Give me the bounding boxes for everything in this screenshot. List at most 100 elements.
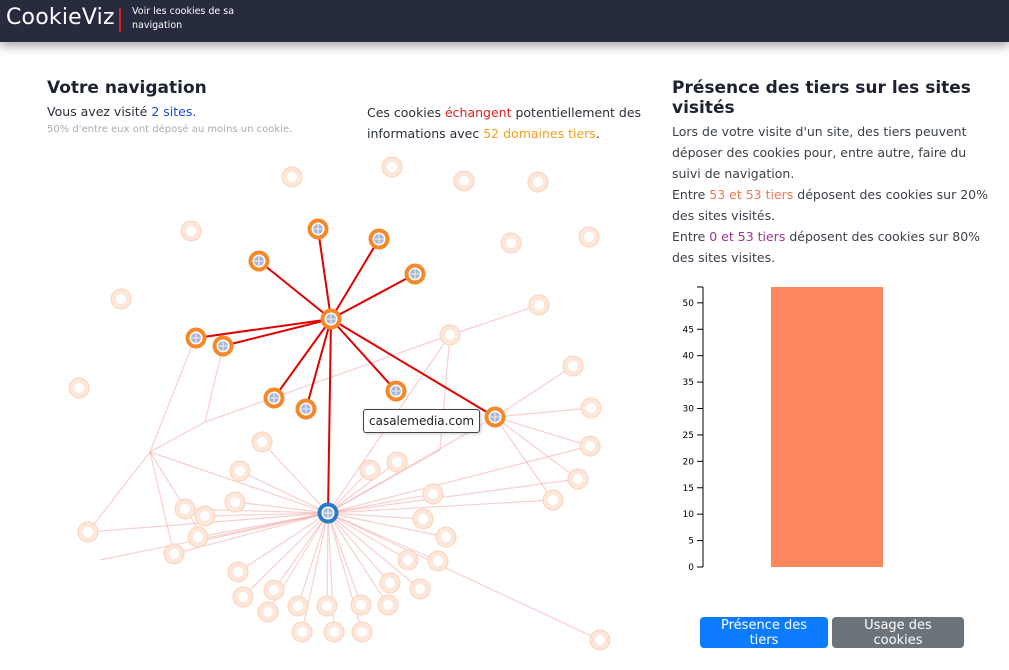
visited-sites-link[interactable]: 2 sites. [151,104,197,119]
faint-node[interactable] [194,505,216,527]
faint-node[interactable] [453,170,475,192]
faint-node[interactable] [562,355,584,377]
third-party-node[interactable] [263,387,285,409]
third-party-domains-link[interactable]: 52 domaines tiers [483,126,596,141]
faint-node[interactable] [287,595,309,617]
faint-node[interactable] [227,561,249,583]
faint-link [449,304,540,336]
faint-node[interactable] [263,579,285,601]
presence-bar[interactable] [771,287,883,567]
faint-link [237,512,329,573]
faint-node[interactable] [257,601,279,623]
faint-node[interactable] [77,521,99,543]
faint-node[interactable] [316,595,338,617]
faint-node[interactable] [110,288,132,310]
faint-node[interactable] [251,431,273,453]
faint-link [327,478,579,514]
faint-link [99,512,329,561]
active-link [195,318,332,339]
third-party-summary: Ces cookies échangent potentiellement de… [367,105,642,141]
faint-link [327,512,389,606]
faint-node[interactable] [500,232,522,254]
faint-node[interactable] [427,550,449,572]
brand-logo[interactable]: CookieViz [6,5,115,30]
faint-node[interactable] [379,572,401,594]
faint-link [327,449,441,514]
active-link [330,318,397,392]
third-party-node[interactable] [368,228,390,250]
third-party-node[interactable] [185,327,207,349]
third-party-node[interactable] [320,308,342,330]
third-party-presence-panel: Présence des tiers sur les sites visités… [672,78,992,268]
faint-node[interactable] [350,594,372,616]
faint-link [327,499,554,514]
faint-node[interactable] [567,468,589,490]
faint-node[interactable] [174,498,196,520]
faint-node[interactable] [377,594,399,616]
faint-node[interactable] [412,508,434,530]
casalemedia-node[interactable] [484,406,506,428]
faint-node[interactable] [323,621,345,643]
faint-node[interactable] [180,220,202,242]
third-party-node[interactable] [385,380,407,402]
faint-link [149,337,196,453]
faint-node[interactable] [232,586,254,608]
faint-link [327,512,601,641]
faint-node[interactable] [229,460,251,482]
faint-node[interactable] [291,621,313,643]
node-tooltip: casalemedia.com [363,409,481,433]
faint-node[interactable] [579,435,601,457]
faint-node[interactable] [528,294,550,316]
third-party-node[interactable] [212,335,234,357]
navigation-title: Votre navigation [47,78,207,98]
faint-link [239,470,329,514]
faint-node[interactable] [68,377,90,399]
third-party-node[interactable] [295,398,317,420]
faint-link [327,445,591,514]
y-tick-label: 5 [688,537,694,547]
cookie-network-graph[interactable] [0,150,650,670]
y-tick-label: 40 [683,352,695,362]
faint-node[interactable] [397,549,419,571]
faint-node[interactable] [386,451,408,473]
active-link [258,260,332,320]
faint-node[interactable] [589,629,611,651]
usage-cookies-button[interactable]: Usage des cookies [832,617,964,648]
faint-node[interactable] [439,324,461,346]
active-link [330,318,496,418]
y-tick-label: 30 [683,405,695,415]
presence-bar-chart: 0 5 10 15 20 25 30 35 40 45 50 [683,286,883,573]
faint-node[interactable] [163,543,185,565]
exchange-link[interactable]: échangent [444,105,512,120]
faint-node[interactable] [351,621,373,643]
faint-link [204,334,451,423]
faint-node[interactable] [422,483,444,505]
faint-node[interactable] [409,578,431,600]
third-party-node[interactable] [307,218,329,240]
faint-node[interactable] [359,459,381,481]
presence-title: Présence des tiers sur les sites visités [672,78,971,118]
faint-node[interactable] [224,491,246,513]
y-tick-label: 0 [688,563,694,573]
presence-intro: Lors de votre visite d'un site, des tier… [672,124,967,181]
visited-sites-text: Vous avez visité 2 sites. [47,104,197,119]
visited-site-node[interactable] [317,502,339,524]
faint-node[interactable] [381,156,403,178]
navigation-summary: Votre navigation Vous avez visité 2 site… [47,78,292,135]
presence-tiers-button[interactable]: Présence des tiers [700,617,828,648]
faint-link [494,416,554,501]
faint-node[interactable] [578,226,600,248]
nav-tagline: Voir les cookies de sa navigation [132,6,235,31]
faint-node[interactable] [580,397,602,419]
faint-link [327,512,421,590]
third-party-node[interactable] [248,250,270,272]
faint-node[interactable] [542,489,564,511]
third-party-node[interactable] [404,263,426,285]
faint-node[interactable] [187,526,209,548]
faint-node[interactable] [435,526,457,548]
faint-node[interactable] [527,171,549,193]
faint-link [327,512,391,584]
faint-node[interactable] [281,166,303,188]
navbar: CookieViz Voir les cookies de sa navigat… [0,0,1009,42]
faint-link [494,416,591,447]
